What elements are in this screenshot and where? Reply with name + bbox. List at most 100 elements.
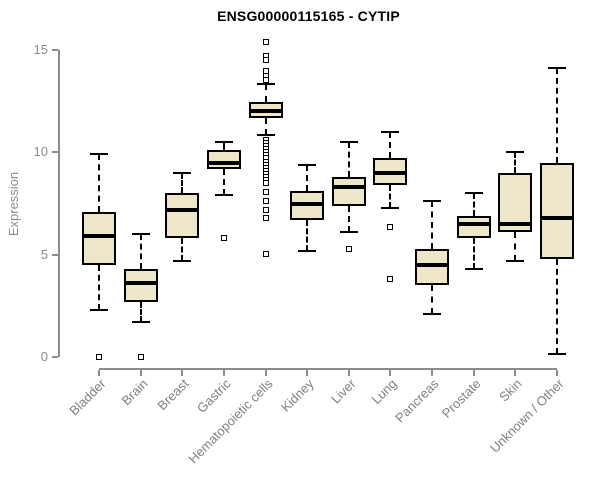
outlier-point	[96, 354, 102, 360]
outlier-point	[262, 57, 269, 64]
lower-whisker-line	[556, 258, 559, 354]
x-axis-tick	[472, 370, 475, 376]
upper-whisker-line	[514, 152, 517, 173]
upper-whisker-cap	[381, 130, 400, 133]
median-line	[415, 262, 450, 267]
lower-whisker-line	[306, 219, 309, 251]
y-axis-tick	[52, 49, 58, 51]
outlier-point	[387, 224, 394, 231]
median-line	[248, 109, 283, 114]
lower-whisker-cap	[131, 321, 150, 324]
box	[415, 248, 450, 286]
lower-whisker-line	[389, 185, 392, 208]
median-line	[456, 221, 491, 226]
y-axis-line	[58, 50, 60, 357]
x-axis-line	[99, 368, 558, 370]
box	[540, 162, 575, 259]
upper-whisker-line	[431, 201, 434, 249]
y-tick-label: 10	[33, 144, 48, 160]
lower-whisker-cap	[173, 259, 192, 262]
median-line	[123, 281, 158, 286]
box	[123, 268, 158, 302]
lower-whisker-line	[264, 117, 267, 135]
lower-whisker-cap	[423, 313, 442, 316]
lower-whisker-line	[431, 285, 434, 314]
box	[82, 211, 116, 265]
lower-whisker-line	[181, 238, 184, 261]
outlier-point	[262, 38, 269, 45]
median-line	[206, 160, 241, 165]
x-axis-tick	[139, 370, 142, 376]
upper-whisker-cap	[173, 171, 192, 174]
lower-whisker-line	[514, 232, 517, 261]
median-line	[331, 185, 366, 190]
lower-whisker-cap	[548, 352, 567, 355]
y-tick-label: 5	[40, 246, 48, 262]
box	[331, 176, 366, 206]
median-line	[82, 234, 116, 239]
median-line	[373, 170, 408, 175]
x-axis-tick	[306, 370, 309, 376]
outlier-point	[262, 180, 269, 187]
box	[206, 150, 241, 169]
median-line	[540, 215, 575, 220]
outlier-point	[220, 235, 227, 242]
x-axis-tick	[514, 370, 517, 376]
outlier-point	[262, 214, 269, 221]
outlier-point	[345, 245, 352, 252]
upper-whisker-cap	[423, 200, 442, 203]
upper-whisker-cap	[464, 192, 483, 195]
y-axis-tick	[52, 356, 58, 358]
median-line	[290, 201, 325, 206]
lower-whisker-line	[98, 264, 100, 310]
outlier-point	[387, 276, 394, 283]
lower-whisker-line	[139, 301, 142, 323]
upper-whisker-line	[389, 131, 392, 159]
upper-whisker-line	[181, 172, 184, 194]
lower-whisker-cap	[464, 267, 483, 270]
outlier-point	[137, 354, 144, 360]
upper-whisker-line	[306, 164, 309, 192]
upper-whisker-cap	[131, 233, 150, 236]
lower-whisker-line	[347, 205, 350, 233]
x-axis-tick	[431, 370, 434, 376]
lower-whisker-cap	[298, 249, 317, 252]
x-axis-tick	[181, 370, 184, 376]
upper-whisker-line	[347, 142, 350, 177]
outlier-point	[262, 206, 269, 213]
box	[165, 193, 200, 239]
median-line	[165, 207, 200, 212]
upper-whisker-line	[264, 83, 267, 103]
upper-whisker-line	[222, 142, 225, 151]
outlier-point	[262, 189, 269, 196]
upper-whisker-line	[139, 234, 142, 269]
outlier-point	[262, 250, 269, 257]
lower-whisker-cap	[214, 194, 233, 197]
upper-whisker-cap	[256, 82, 275, 85]
lower-whisker-line	[472, 238, 475, 269]
lower-whisker-cap	[90, 308, 108, 311]
x-axis-tick	[347, 370, 350, 376]
upper-whisker-cap	[548, 67, 567, 70]
upper-whisker-cap	[90, 153, 108, 156]
upper-whisker-cap	[298, 163, 317, 166]
y-axis-tick	[52, 253, 58, 256]
upper-whisker-cap	[339, 141, 358, 144]
y-tick-label: 0	[40, 349, 48, 364]
box	[456, 215, 491, 239]
lower-whisker-cap	[506, 259, 525, 262]
x-axis-tick	[222, 370, 225, 376]
chart-title: ENSG00000115165 - CYTIP	[217, 8, 400, 24]
y-axis-tick	[52, 151, 58, 154]
upper-whisker-line	[472, 193, 475, 216]
lower-whisker-line	[222, 168, 225, 196]
outlier-point	[262, 198, 269, 205]
box	[290, 191, 325, 220]
median-line	[498, 221, 533, 226]
x-axis-tick	[556, 370, 559, 376]
upper-whisker-cap	[214, 141, 233, 144]
y-tick-label: 15	[33, 42, 48, 57]
upper-whisker-line	[556, 68, 559, 163]
x-axis-tick	[98, 370, 100, 376]
